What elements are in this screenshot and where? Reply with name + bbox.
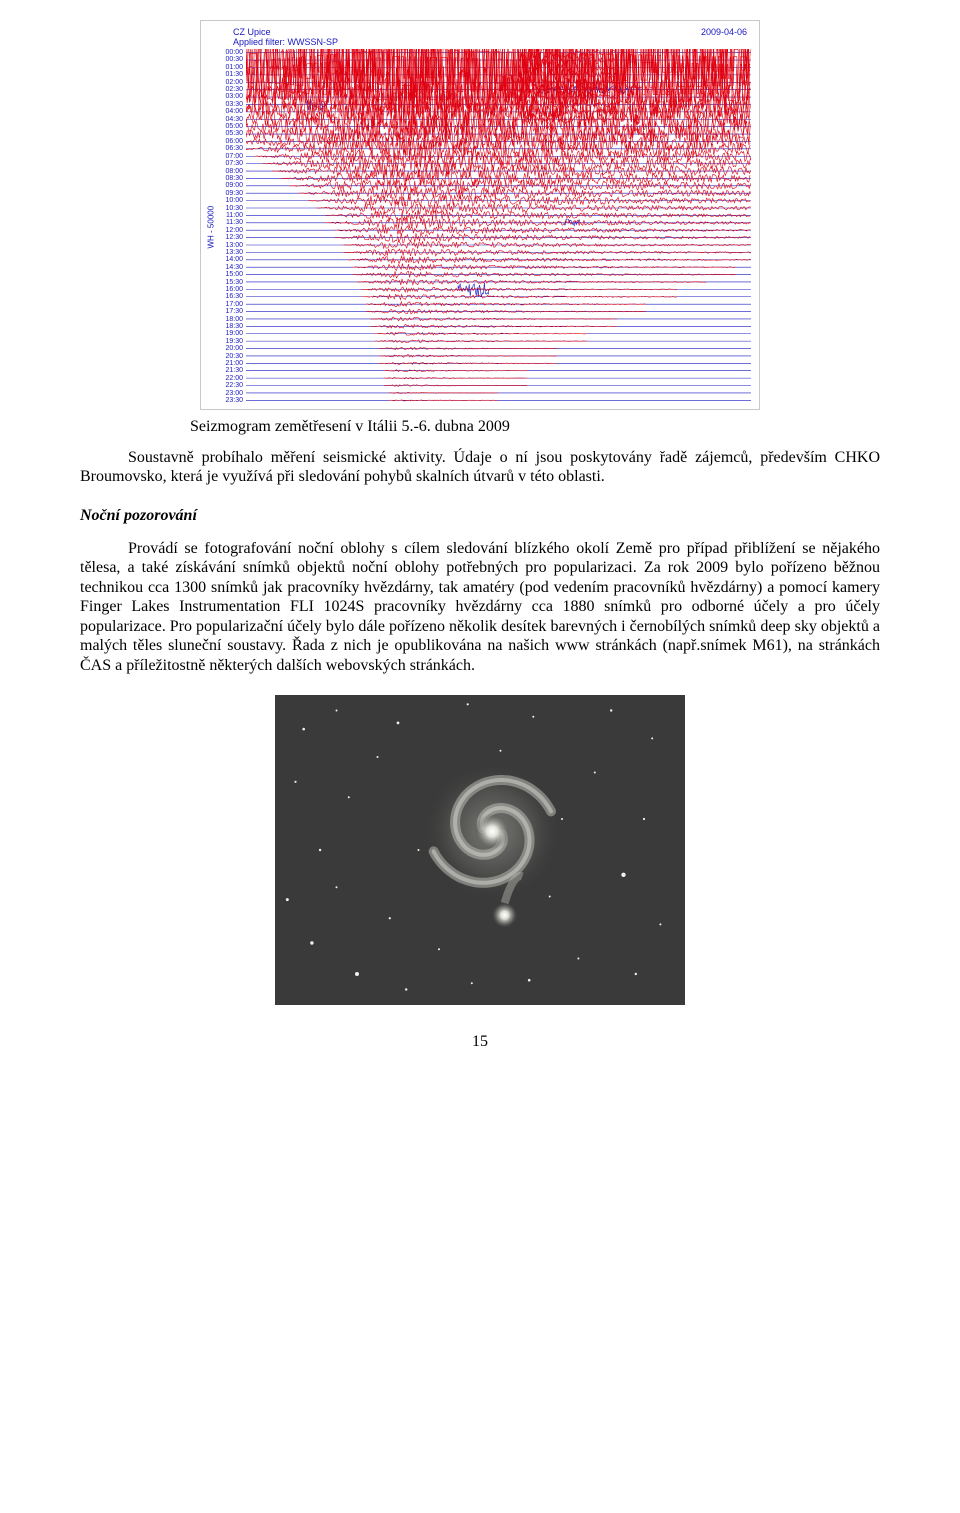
seismo-filter: Applied filter: WWSSN-SP — [205, 37, 751, 49]
page-number: 15 — [80, 1033, 880, 1051]
intro-paragraph: Soustavně probíhalo měření seismické akt… — [80, 448, 880, 487]
seismo-time-labels: 00:0000:3001:0001:3002:0002:3003:0003:30… — [217, 49, 246, 405]
seismo-y-axis-label: WH - 50000 — [205, 49, 217, 405]
seismo-plot-area — [246, 49, 751, 404]
seismo-date: 2009-04-06 — [701, 27, 747, 37]
section-heading: Noční pozorování — [80, 507, 880, 525]
seismogram-figure: CZ Upice 2009-04-06 Applied filter: WWSS… — [200, 20, 760, 410]
seismogram-caption: Seizmogram zemětřesení v Itálii 5.-6. du… — [80, 418, 880, 436]
seismo-station: CZ Upice — [233, 27, 271, 37]
night-observation-paragraph: Provádí se fotografování noční oblohy s … — [80, 539, 880, 676]
galaxy-image — [275, 695, 685, 1005]
